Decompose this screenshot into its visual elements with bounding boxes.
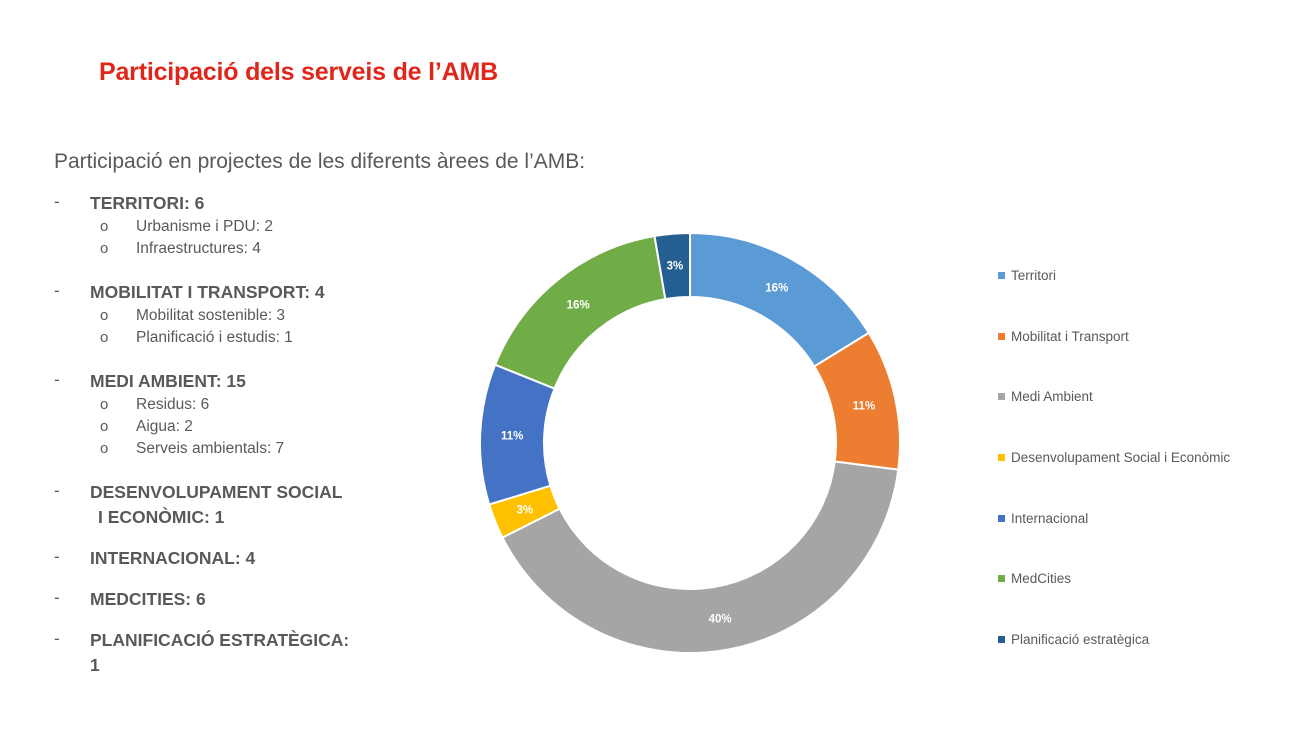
- area-label: TERRITORI: 6: [90, 193, 205, 213]
- legend-label: Desenvolupament Social i Econòmic: [1011, 449, 1231, 465]
- data-label: 40%: [709, 613, 732, 625]
- bullet-marker: o: [100, 218, 109, 235]
- bullet-marker: o: [100, 307, 109, 324]
- legend-label: Mobilitat i Transport: [1011, 328, 1129, 344]
- sub-label: Residus: 6: [136, 396, 210, 413]
- area-item: - MEDCITIES: 6: [54, 587, 454, 612]
- area-label: MEDI AMBIENT: 15: [90, 371, 246, 391]
- legend-swatch: [998, 514, 1005, 522]
- subtitle: Participació en projectes de les diferen…: [54, 150, 586, 173]
- donut-slice-planificaci-estrat-gica: [653, 231, 691, 301]
- sub-item: o Residus: 6: [54, 394, 454, 416]
- legend-swatch: [998, 575, 1005, 583]
- area-label-line1: DESENVOLUPAMENT SOCIAL: [90, 482, 343, 502]
- area-item: - MOBILITAT I TRANSPORT: 4 o Mobilitat so…: [54, 280, 454, 349]
- data-label: 3%: [517, 504, 534, 516]
- legend-label: Medi Ambient: [1011, 389, 1093, 405]
- area-item: - INTERNACIONAL: 4: [54, 546, 454, 571]
- area-item: - MEDI AMBIENT: 15 o Residus: 6 o Aigua: 2…: [54, 369, 454, 460]
- dash-marker: -: [54, 588, 60, 607]
- legend-label: MedCities: [1011, 571, 1072, 587]
- area-label-line2: I ECONÒMIC: 1: [98, 507, 225, 527]
- sub-label: Serveis ambientals: 7: [136, 440, 285, 457]
- data-label: 11%: [853, 400, 875, 412]
- legend-swatch: [998, 635, 1005, 643]
- legend-item: Mobilitat i Transport: [998, 306, 1230, 367]
- bullet-marker: o: [100, 440, 109, 457]
- donut-slice-territori: [689, 231, 871, 368]
- legend-item: Planificació estratègica: [998, 609, 1230, 670]
- legend-item: Desenvolupament Social i Econòmic: [998, 427, 1230, 488]
- sub-item: o Infraestructures: 4: [54, 238, 454, 260]
- dash-marker: -: [54, 370, 60, 389]
- area-label: MOBILITAT I TRANSPORT: 4: [90, 282, 325, 302]
- area-item: - DESENVOLUPAMENT SOCIAL I ECONÒMIC: 1: [54, 480, 454, 530]
- sub-label: Infraestructures: 4: [136, 240, 261, 257]
- donut-slice-internacional: [479, 363, 556, 506]
- sub-item: o Urbanisme i PDU: 2: [54, 216, 454, 238]
- bullet-marker: o: [100, 418, 109, 435]
- sub-label: Aigua: 2: [136, 418, 193, 435]
- bullet-marker: o: [100, 396, 109, 413]
- data-label: 3%: [667, 261, 684, 273]
- dash-marker: -: [54, 481, 60, 500]
- legend-item: Territori: [998, 245, 1230, 306]
- legend-swatch: [998, 393, 1005, 401]
- area-item: - TERRITORI: 6 o Urbanisme i PDU: 2 o Infr…: [54, 191, 454, 260]
- dash-marker: -: [54, 192, 60, 211]
- areas-list: - TERRITORI: 6 o Urbanisme i PDU: 2 o Infr…: [54, 191, 454, 692]
- legend-label: Territori: [1011, 267, 1057, 283]
- dash-marker: -: [54, 629, 60, 648]
- sub-item: o Planificació i estudis: 1: [54, 327, 454, 349]
- legend-swatch: [998, 332, 1005, 340]
- area-label: PLANIFICACIÓ ESTRATÈGICA: 1: [90, 630, 350, 675]
- legend-label: Planificació estratègica: [1011, 631, 1150, 647]
- area-item: - PLANIFICACIÓ ESTRATÈGICA: 1: [54, 628, 454, 678]
- legend-item: Internacional: [998, 488, 1230, 549]
- dash-marker: -: [54, 547, 60, 566]
- donut-slice-mobilitat-i-transport: [812, 331, 901, 471]
- data-label: 11%: [501, 430, 523, 442]
- legend-item: MedCities: [998, 548, 1230, 609]
- area-label: MEDCITIES: 6: [90, 589, 206, 609]
- legend-swatch: [998, 271, 1005, 279]
- sub-label: Mobilitat sostenible: 3: [136, 307, 286, 324]
- chart-legend: Territori Mobilitat i Transport Medi Ambie…: [998, 245, 1230, 670]
- data-label: 16%: [567, 300, 590, 312]
- area-label: DESENVOLUPAMENT SOCIAL I ECONÒMIC: 1: [90, 480, 360, 530]
- sub-label: Urbanisme i PDU: 2: [136, 218, 273, 235]
- sub-item: o Serveis ambientals: 7: [54, 438, 454, 460]
- page-title: Participació dels serveis de l’AMB: [99, 58, 498, 86]
- donut-slice-medi-ambient: [501, 460, 900, 654]
- donut-slice-medcities: [493, 234, 667, 390]
- legend-item: Medi Ambient: [998, 366, 1230, 427]
- sub-item: o Mobilitat sostenible: 3: [54, 305, 454, 327]
- area-label: INTERNACIONAL: 4: [90, 548, 256, 568]
- data-label: 16%: [765, 283, 788, 295]
- donut-slice-desenvolupament-social-i-econ-mic: [487, 484, 561, 539]
- dash-marker: -: [54, 281, 60, 300]
- sub-label: Planificació i estudis: 1: [136, 329, 293, 346]
- sub-item: o Aigua: 2: [54, 416, 454, 438]
- bullet-marker: o: [100, 240, 109, 257]
- legend-swatch: [998, 453, 1005, 461]
- bullet-marker: o: [100, 329, 109, 346]
- legend-label: Internacional: [1011, 510, 1089, 526]
